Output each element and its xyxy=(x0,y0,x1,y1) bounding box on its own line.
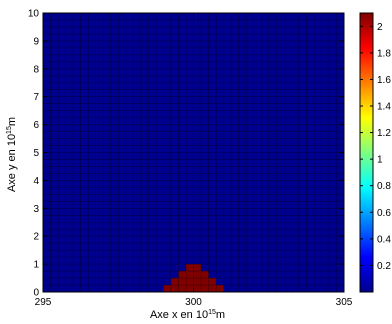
colorbar-tick-label: 0.6 xyxy=(377,208,391,219)
colorbar-tick-label: 1.4 xyxy=(377,102,391,113)
y-tick-label: 1 xyxy=(33,260,39,271)
heatmap-cell-hot xyxy=(193,278,202,286)
y-tick-label: 6 xyxy=(33,120,39,131)
heatmap-cell-hot xyxy=(170,278,179,286)
heatmap-cell-hot xyxy=(185,271,194,279)
heatmap-cell-hot xyxy=(208,278,217,286)
y-tick-label: 4 xyxy=(33,176,39,187)
heatmap-cell-hot xyxy=(201,285,209,292)
colorbar-tick-label: 1.8 xyxy=(377,48,391,59)
y-axis-label: Axe y en 1015m xyxy=(6,117,18,192)
heatmap-cell-hot xyxy=(178,278,186,286)
heatmap-cell-hot xyxy=(185,285,194,292)
heatmap-background xyxy=(43,13,344,292)
x-tick-label: 295 xyxy=(35,297,52,308)
x-axis: 295 300 305 xyxy=(35,13,353,308)
heatmap-cell-hot xyxy=(170,285,179,292)
heatmap-cell-hot xyxy=(201,278,209,286)
colorbar-tick-label: 2 xyxy=(377,22,383,33)
colorbar-tick-label: 0.2 xyxy=(377,261,391,272)
heatmap-cell-hot xyxy=(193,285,202,292)
colorbar-ticks: 0.2 0.4 0.6 0.8 1 1.2 1.4 1.6 1.8 2 xyxy=(360,22,391,272)
heatmap-cell-hot xyxy=(208,285,217,292)
colorbar-gradient xyxy=(359,12,374,293)
heatmap-cell-hot xyxy=(163,285,171,292)
y-tick-label: 0 xyxy=(33,288,39,299)
colorbar-tick-label: 0.4 xyxy=(377,234,391,245)
heatmap-cell-hot xyxy=(201,271,209,279)
heatmap-grid xyxy=(42,12,345,293)
y-tick-label: 8 xyxy=(33,64,39,75)
heatmap-cell-hot xyxy=(216,285,224,292)
y-axis: 0 1 2 3 4 5 6 7 8 9 10 xyxy=(28,9,344,299)
x-tick-label: 305 xyxy=(336,297,353,308)
colorbar-tick-label: 1 xyxy=(377,155,383,166)
heatmap-cells xyxy=(43,13,344,292)
colorbar-tick-label: 1.6 xyxy=(377,75,391,86)
heatmap-cell-hot xyxy=(193,264,202,272)
colorbar-tick-label: 0.8 xyxy=(377,181,391,192)
colorbar-tick-label: 1.2 xyxy=(377,128,391,139)
x-tick-label: 300 xyxy=(185,297,202,308)
y-tick-label: 7 xyxy=(33,92,39,103)
y-tick-label: 9 xyxy=(33,36,39,47)
y-tick-label: 5 xyxy=(33,148,39,159)
heatmap-cell-hot xyxy=(185,278,194,286)
y-tick-label: 2 xyxy=(33,232,39,243)
y-tick-label: 10 xyxy=(28,9,40,20)
heatmap-cell-hot xyxy=(193,271,202,279)
heatmap-cell-hot xyxy=(178,271,186,279)
y-tick-label: 3 xyxy=(33,204,39,215)
heatmap-cell-hot xyxy=(178,285,186,292)
x-axis-label: Axe x en 1015m xyxy=(150,309,225,321)
heatmap-cell-hot xyxy=(185,264,194,272)
colorbar: 0.2 0.4 0.6 0.8 1 1.2 1.4 1.6 1.8 2 xyxy=(359,12,391,293)
